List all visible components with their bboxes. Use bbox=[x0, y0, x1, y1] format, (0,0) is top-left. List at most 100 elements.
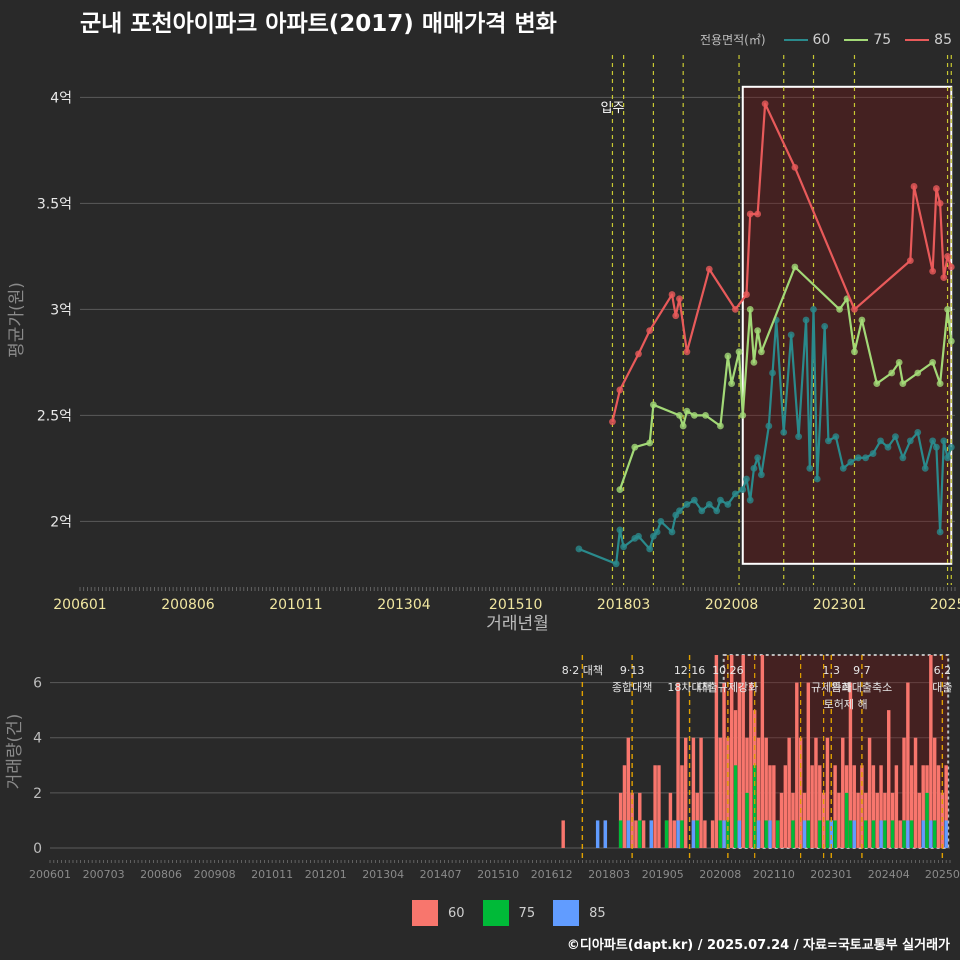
vol-policy-label-extra: 토허제 해 bbox=[824, 697, 868, 711]
bar-60 bbox=[833, 765, 837, 848]
bar-60 bbox=[691, 737, 696, 848]
chart-title: 군내 포천아이파크 아파트(2017) 매매가격 변화 bbox=[80, 11, 557, 37]
bar-75 bbox=[745, 792, 749, 848]
bar-60 bbox=[722, 682, 726, 848]
bar-60 bbox=[932, 737, 937, 848]
series-point-60 bbox=[869, 450, 877, 457]
series-point-60 bbox=[757, 471, 765, 479]
series-point-85 bbox=[910, 183, 918, 190]
series-point-75 bbox=[873, 380, 881, 387]
bar-85 bbox=[906, 820, 910, 848]
price-x-axis-title: 거래년월 bbox=[486, 614, 549, 634]
series-point-60 bbox=[802, 316, 810, 324]
bar-60 bbox=[837, 792, 841, 848]
bar-75 bbox=[618, 820, 623, 848]
series-point-60 bbox=[739, 486, 747, 493]
legend-item-60: 60 bbox=[783, 32, 830, 48]
bar-85 bbox=[768, 820, 772, 848]
price-y-axis-title: 평균가(원) bbox=[7, 282, 27, 358]
bar-60 bbox=[894, 765, 899, 848]
bar-60 bbox=[626, 737, 631, 848]
series-point-60 bbox=[690, 496, 698, 504]
bar-legend-item-60: 60 bbox=[412, 900, 465, 926]
vol-xtick-label: 201011 bbox=[251, 868, 293, 881]
series-point-75 bbox=[757, 348, 765, 356]
series-point-85 bbox=[731, 306, 739, 313]
bar-60 bbox=[860, 765, 864, 848]
bar-85 bbox=[603, 820, 608, 848]
series-point-75 bbox=[679, 422, 687, 430]
vol-policy-label: 9.7 bbox=[853, 664, 871, 677]
bar-85 bbox=[737, 820, 742, 848]
series-point-75 bbox=[936, 380, 944, 387]
legend-top: 전용면적(㎡) 60 75 85 bbox=[700, 31, 952, 48]
series-point-85 bbox=[635, 350, 642, 358]
series-point-60 bbox=[717, 496, 724, 504]
price-xtick-label: 201304 bbox=[377, 597, 431, 613]
series-point-85 bbox=[936, 200, 944, 207]
bar-75 bbox=[848, 820, 853, 848]
bar-75 bbox=[818, 820, 822, 848]
series-point-60 bbox=[657, 518, 665, 525]
series-point-75 bbox=[899, 380, 907, 387]
series-point-85 bbox=[761, 100, 769, 108]
series-point-75 bbox=[724, 352, 732, 360]
bar-60 bbox=[718, 737, 722, 848]
series-point-85 bbox=[676, 295, 683, 303]
bar-60 bbox=[653, 765, 657, 848]
price-highlight-box bbox=[741, 85, 953, 565]
series-point-85 bbox=[754, 210, 762, 218]
bar-60 bbox=[841, 737, 845, 848]
series-point-75 bbox=[754, 327, 762, 334]
series-point-60 bbox=[921, 465, 929, 472]
bar-60 bbox=[867, 737, 872, 848]
bar-legend-label-60: 60 bbox=[448, 905, 465, 921]
price-xtick-label: 200806 bbox=[161, 597, 215, 613]
vol-xtick-label: 201201 bbox=[305, 868, 347, 881]
bar-60 bbox=[710, 820, 715, 848]
vol-xtick-label: 201905 bbox=[642, 868, 684, 881]
series-point-75 bbox=[746, 306, 754, 313]
bar-60 bbox=[944, 765, 948, 848]
bar-75 bbox=[718, 820, 722, 848]
vol-policy-label: 18차대책 bbox=[667, 681, 711, 694]
series-point-85 bbox=[944, 253, 951, 260]
bar-60 bbox=[657, 765, 661, 848]
bar-75 bbox=[752, 765, 757, 848]
series-point-75 bbox=[650, 401, 657, 409]
series-point-85 bbox=[616, 386, 624, 394]
bar-85 bbox=[852, 820, 856, 848]
legend-item-75: 75 bbox=[844, 32, 891, 48]
vol-xtick-label: 201612 bbox=[531, 868, 573, 881]
bar-60 bbox=[764, 737, 768, 848]
legend-swatch-75 bbox=[844, 38, 869, 41]
series-point-75 bbox=[895, 359, 903, 366]
price-ytick-label: 3억 bbox=[50, 302, 72, 318]
series-point-60 bbox=[892, 433, 899, 440]
bar-60 bbox=[699, 737, 703, 848]
vol-xtick-label: 200908 bbox=[194, 868, 236, 881]
bar-60 bbox=[848, 682, 853, 848]
price-xtick-label: 201011 bbox=[269, 597, 322, 613]
price-xtick-label: 201510 bbox=[489, 597, 542, 613]
series-point-60 bbox=[698, 507, 706, 515]
series-point-60 bbox=[810, 306, 817, 313]
price-ytick-label: 2.5억 bbox=[37, 408, 72, 424]
series-point-60 bbox=[944, 454, 951, 462]
series-point-85 bbox=[672, 312, 680, 320]
series-point-60 bbox=[754, 454, 762, 462]
bar-60 bbox=[760, 655, 765, 848]
bar-85 bbox=[879, 820, 883, 848]
bar-60 bbox=[898, 820, 902, 848]
series-point-60 bbox=[884, 443, 892, 451]
vol-xtick-label: 201407 bbox=[420, 868, 462, 881]
series-point-60 bbox=[914, 428, 922, 436]
bar-60 bbox=[749, 682, 753, 848]
series-point-75 bbox=[631, 443, 639, 451]
series-point-85 bbox=[947, 263, 955, 271]
bar-85 bbox=[756, 820, 761, 848]
bar-60 bbox=[737, 682, 742, 848]
series-point-85 bbox=[851, 306, 858, 313]
series-point-75 bbox=[858, 316, 866, 324]
series-point-60 bbox=[936, 528, 944, 536]
